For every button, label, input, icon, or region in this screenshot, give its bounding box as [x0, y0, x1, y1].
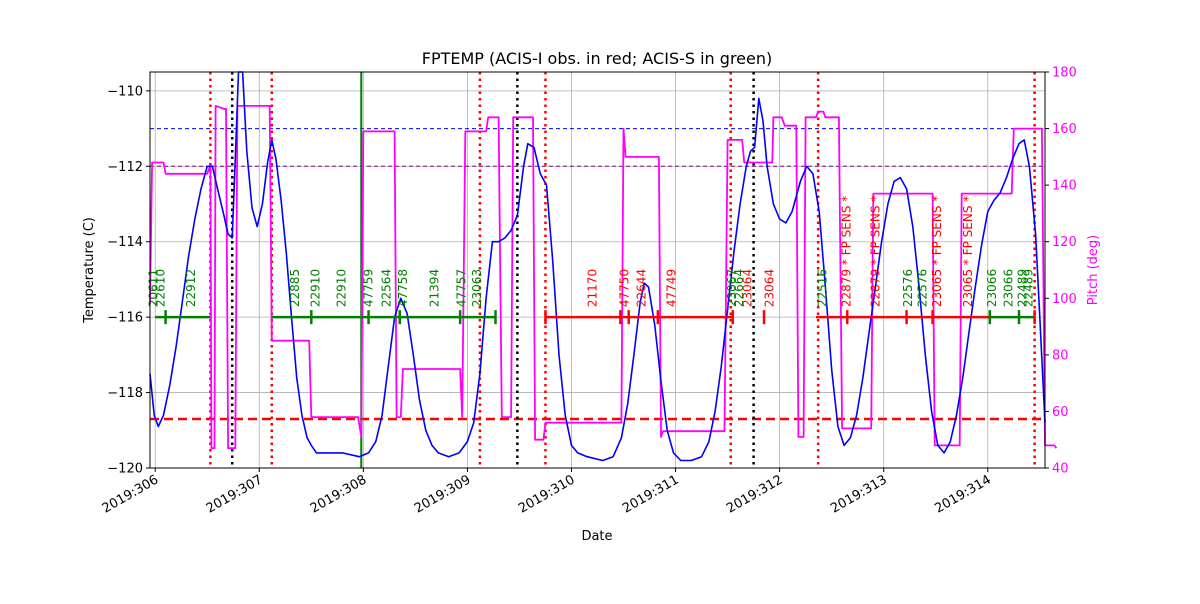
obs-id-label: 22489 — [1015, 269, 1029, 307]
obs-id-label: 47758 — [396, 269, 410, 307]
obs-id-label: 21170 — [586, 269, 600, 307]
y2-tick-label: 140 — [1052, 179, 1077, 194]
temperature-layer — [149, 71, 1046, 462]
obs-id-label: 22576 — [901, 269, 915, 307]
pitch-layer — [149, 105, 1058, 450]
y-tick-label: −116 — [107, 311, 143, 326]
obs-id-label: 23066 — [1002, 269, 1016, 307]
obs-id-label: 22879 * FP SENS * — [839, 196, 853, 307]
obs-id-label: 47757 — [454, 269, 468, 307]
event-lines — [209, 72, 1036, 468]
y2-tick-label: 180 — [1052, 66, 1077, 81]
y2-tick-label: 80 — [1052, 348, 1069, 363]
obs-id-label: 22912 — [184, 269, 198, 307]
y-tick-label: −120 — [107, 462, 143, 477]
y2-tick-label: 100 — [1052, 292, 1077, 307]
x-axis-label: Date — [581, 529, 612, 544]
y2-tick-label: 160 — [1052, 122, 1077, 137]
y2-axis-label: Pitch (deg) — [1086, 235, 1101, 305]
obs-id-label: 47749 — [665, 269, 679, 307]
y2-tick-label: 60 — [1052, 405, 1069, 420]
obs-id-label: 22910 — [309, 269, 323, 307]
temperature-series-line — [149, 71, 1046, 462]
obs-id-label: 22576 — [915, 269, 929, 307]
obs-id-label: 23067 — [725, 269, 739, 307]
obs-id-label: 23064 — [741, 269, 755, 307]
y-tick-label: −114 — [107, 235, 143, 250]
obs-id-label: 23064 — [762, 269, 776, 307]
y2-tick-label: 40 — [1052, 462, 1069, 477]
obs-id-label: 22489 — [1022, 269, 1036, 307]
chart-title: FPTEMP (ACIS-I obs. in red; ACIS-S in gr… — [422, 49, 772, 68]
obs-id-label: 21394 — [427, 269, 441, 307]
y2-tick-label: 120 — [1052, 235, 1077, 250]
pitch-series-line — [149, 105, 1058, 450]
obs-id-label: 23065 * FP SENS * — [930, 196, 944, 307]
obs-id-label: 22664 — [732, 269, 746, 307]
obs-id-label: 23065 * FP SENS * — [961, 196, 975, 307]
y-tick-label: −110 — [107, 84, 143, 99]
y-tick-label: −118 — [107, 386, 143, 401]
obs-id-label: 22644 — [634, 269, 648, 307]
obs-id-label: 22885 — [288, 269, 302, 307]
obs-id-label: 22610 — [154, 269, 168, 307]
observation-bars — [155, 310, 1036, 325]
obs-id-label: 22516 — [816, 269, 830, 307]
obs-id-label: 47759 — [362, 269, 376, 307]
reference-lines — [150, 128, 1045, 421]
plot-frame — [149, 71, 1046, 469]
obs-id-label: 22910 — [335, 269, 349, 307]
obs-id-label: 22879 * FP SENS * — [869, 196, 883, 307]
y-tick-label: −112 — [107, 160, 143, 175]
obs-id-label: 23063 — [470, 269, 484, 307]
y-axis-label: Temperature (C) — [82, 217, 97, 324]
obs-id-label: 23066 — [985, 269, 999, 307]
obs-id-label: 22564 — [379, 269, 393, 307]
obs-id-label: 47750 — [618, 269, 632, 307]
